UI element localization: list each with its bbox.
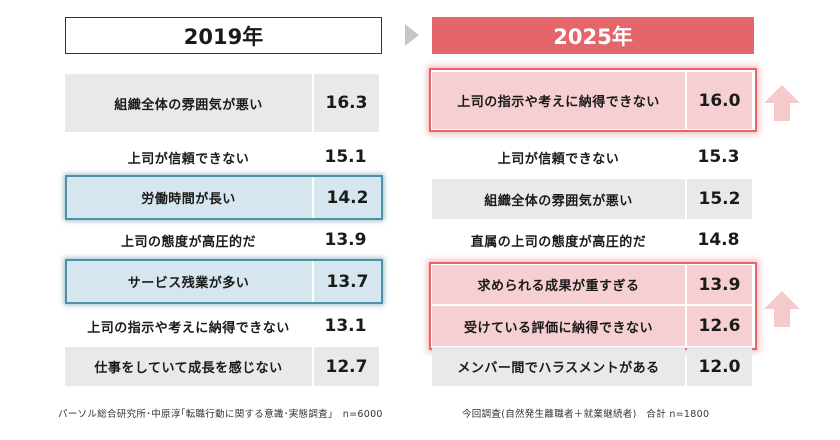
up-arrow-icon <box>764 291 800 327</box>
row-value: 12.7 <box>314 347 379 386</box>
row-value: 16.3 <box>314 74 379 132</box>
row-label: 上司が信頼できない <box>497 151 620 167</box>
up-arrow-icon <box>764 85 800 121</box>
row-value: 13.9 <box>324 230 367 250</box>
row-value: 16.0 <box>687 72 752 129</box>
table-row: 上司が信頼できない 15.3 <box>432 137 752 177</box>
table-row: 受けている評価に納得できない 12.6 <box>432 306 752 346</box>
table-row: 上司の指示や考えに納得できない 16.0 <box>432 72 752 129</box>
row-label: 受けている評価に納得できない <box>432 306 685 346</box>
row-label: 求められる成果が重すぎる <box>432 265 685 304</box>
row-label: 組織全体の雰囲気が悪い <box>65 74 312 132</box>
row-value: 14.8 <box>697 230 740 250</box>
table-row: 求められる成果が重すぎる 13.9 <box>432 265 752 304</box>
arrow-right-icon <box>405 24 419 46</box>
row-value: 13.1 <box>324 316 367 336</box>
year-header-2019: 2019年 <box>65 17 382 54</box>
row-value: 13.7 <box>326 271 369 292</box>
table-row: 組織全体の雰囲気が悪い 15.2 <box>432 179 752 219</box>
row-label: 仕事をしていて成長を感じない <box>65 347 312 386</box>
footnote-2019: パーソル総合研究所･中原淳｢転職行動に関する意識･実態調査｣ n=6000 <box>58 409 383 420</box>
row-value: 12.6 <box>687 306 752 346</box>
row-label: 上司の指示や考えに納得できない <box>432 72 685 129</box>
table-row: メンバー間でハラスメントがある 12.0 <box>432 347 752 386</box>
row-label: 組織全体の雰囲気が悪い <box>432 179 685 219</box>
table-row: 上司が信頼できない 15.1 <box>65 137 379 177</box>
highlight-frame-red <box>429 68 757 132</box>
row-value: 12.0 <box>687 347 752 386</box>
table-row: 仕事をしていて成長を感じない 12.7 <box>65 347 379 386</box>
highlight-frame-blue <box>65 259 383 304</box>
table-row: 労働時間が長い 14.2 <box>65 177 379 218</box>
table-row: 上司の態度が高圧的だ 13.9 <box>65 220 379 260</box>
highlight-frame-blue <box>65 175 383 220</box>
table-row: サービス残業が多い 13.7 <box>65 261 379 302</box>
row-label: 直属の上司の態度が高圧的だ <box>470 234 647 250</box>
row-value: 15.3 <box>697 147 740 167</box>
row-value: 13.9 <box>687 265 752 304</box>
footnote-2025: 今回調査(自然発生離職者＋就業継続者) 合計 n=1800 <box>462 409 710 420</box>
row-value: 15.2 <box>687 179 752 219</box>
table-row: 上司の指示や考えに納得できない 13.1 <box>65 306 379 346</box>
table-row: 直属の上司の態度が高圧的だ 14.8 <box>432 220 752 260</box>
year-header-2025: 2025年 <box>432 17 754 54</box>
row-label: 上司が信頼できない <box>127 151 250 167</box>
row-label: メンバー間でハラスメントがある <box>432 347 685 386</box>
row-label: 上司の態度が高圧的だ <box>120 234 256 250</box>
row-value: 15.1 <box>324 147 367 167</box>
row-value: 14.2 <box>326 187 369 208</box>
row-label: 労働時間が長い <box>65 177 314 218</box>
table-row: 組織全体の雰囲気が悪い 16.3 <box>65 74 379 132</box>
row-label: サービス残業が多い <box>65 261 314 302</box>
row-label: 上司の指示や考えに納得できない <box>87 320 290 336</box>
